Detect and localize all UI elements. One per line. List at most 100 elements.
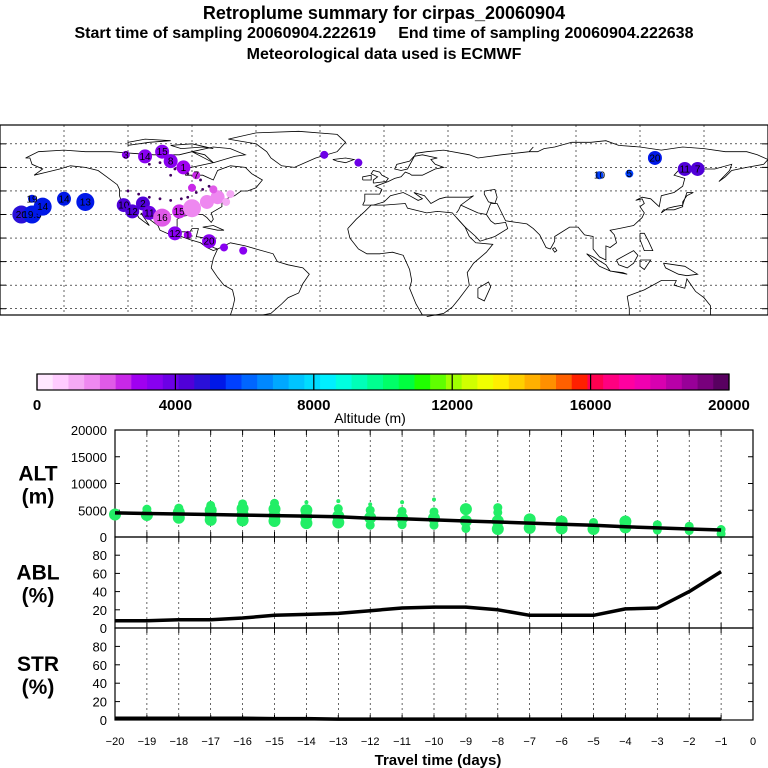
panel-label-name: ABL bbox=[16, 562, 59, 585]
meteorological-data-note: Meteorological data used is ECMWF bbox=[246, 46, 522, 63]
plume-point bbox=[176, 160, 191, 175]
altitude-scatter-point bbox=[493, 503, 503, 513]
x-tick-label: −3 bbox=[651, 736, 664, 748]
x-tick-label: −19 bbox=[138, 736, 157, 748]
coastline bbox=[347, 228, 423, 316]
panel-label-name: ALT bbox=[18, 463, 57, 486]
plume-trail-dot bbox=[199, 178, 202, 182]
colorbar-cell bbox=[257, 374, 274, 390]
plume-point bbox=[226, 190, 235, 199]
panel-alt: 0 5000 10000 15000 20000 ALT(m) bbox=[18, 423, 754, 545]
altitude-scatter-point bbox=[304, 500, 309, 505]
x-tick-label: −20 bbox=[106, 736, 125, 748]
y-tick-label: 0 bbox=[100, 530, 107, 545]
altitude-scatter-point bbox=[400, 500, 405, 505]
colorbar-cell bbox=[713, 374, 730, 390]
plume-point bbox=[183, 230, 192, 239]
y-tick-label: 40 bbox=[93, 585, 107, 600]
plume-point bbox=[625, 169, 634, 178]
coastline bbox=[170, 143, 214, 149]
y-tick-label: 10000 bbox=[71, 477, 107, 492]
y-tick-label: 20 bbox=[93, 603, 107, 618]
colorbar-tick-label: 12000 bbox=[431, 397, 473, 414]
coastline bbox=[586, 253, 612, 272]
coastline bbox=[663, 262, 699, 277]
plume-point-label: 14 bbox=[140, 152, 152, 163]
altitude-scatter-point bbox=[333, 504, 343, 514]
plume-point bbox=[163, 154, 178, 169]
coastline bbox=[477, 281, 492, 302]
plume-point bbox=[28, 194, 36, 203]
x-tick-label: −2 bbox=[683, 736, 696, 748]
x-tick-label: −11 bbox=[393, 736, 411, 748]
plume-point bbox=[690, 161, 705, 176]
altitude-scatter-point bbox=[174, 503, 184, 513]
plume-point bbox=[354, 158, 363, 167]
x-tick-label: −12 bbox=[361, 736, 380, 748]
coastline bbox=[483, 188, 498, 204]
plume-point bbox=[202, 234, 217, 249]
coastline bbox=[332, 157, 356, 164]
y-tick-label: 0 bbox=[100, 621, 107, 636]
colorbar-cell bbox=[650, 374, 667, 390]
y-tick-label: 60 bbox=[93, 658, 107, 673]
altitude-scatter-point bbox=[368, 502, 373, 507]
coastline bbox=[456, 204, 509, 242]
plume-trail-dot bbox=[201, 187, 205, 191]
plume-point-label: 20 bbox=[204, 237, 216, 248]
colorbar-cell bbox=[618, 374, 636, 390]
plume-point bbox=[153, 208, 172, 227]
colorbar-cell bbox=[461, 374, 478, 390]
y-tick-label: 20000 bbox=[71, 423, 107, 438]
coastline bbox=[486, 159, 768, 261]
colorbar-cell bbox=[697, 374, 714, 390]
plume-point bbox=[57, 191, 71, 206]
coastline bbox=[217, 242, 310, 316]
altitude-scatter-point bbox=[142, 504, 152, 514]
plume-trail-dot bbox=[147, 195, 151, 199]
plume-point bbox=[320, 150, 329, 159]
altitude-scatter-point bbox=[365, 505, 375, 515]
y-tick-label: 20 bbox=[93, 695, 107, 710]
plume-point-label: 12 bbox=[169, 229, 181, 240]
colorbar-cell bbox=[414, 374, 431, 390]
map-coastlines bbox=[25, 130, 768, 317]
colorbar-label: Altitude (m) bbox=[334, 410, 406, 426]
colorbar-cell bbox=[493, 374, 510, 390]
plume-point bbox=[183, 199, 201, 218]
plume-point-label: 14 bbox=[37, 202, 49, 213]
plume-point bbox=[76, 192, 95, 211]
coastline bbox=[362, 192, 474, 214]
colorbar-cell bbox=[210, 374, 227, 390]
series-line bbox=[115, 570, 723, 623]
x-tick-label: 0 bbox=[750, 736, 756, 748]
coastline bbox=[210, 248, 236, 316]
plume-point bbox=[192, 171, 201, 180]
plume-point bbox=[172, 204, 187, 219]
plume-point bbox=[125, 204, 140, 219]
coastline bbox=[127, 138, 171, 146]
x-tick-label: −17 bbox=[201, 736, 220, 748]
x-tick-label: −14 bbox=[297, 736, 316, 748]
plume-trail-dot bbox=[179, 197, 183, 201]
plume-trail-dot bbox=[137, 192, 141, 196]
plume-point bbox=[138, 149, 153, 164]
colorbar-cell bbox=[99, 374, 117, 390]
coastline bbox=[660, 192, 694, 214]
x-tick-label: −15 bbox=[265, 736, 284, 748]
plume-point-label: 2 bbox=[140, 199, 146, 210]
y-tick-label: 80 bbox=[93, 548, 107, 563]
colorbar-cell bbox=[445, 374, 463, 390]
coastline bbox=[190, 146, 247, 164]
plume-point-label: 1 bbox=[181, 163, 187, 174]
coastline bbox=[616, 250, 639, 269]
plume-point bbox=[155, 144, 170, 159]
plume-trail-dot bbox=[186, 195, 190, 199]
colorbar-cell bbox=[367, 374, 384, 390]
plume-point-label: 7 bbox=[695, 164, 701, 175]
plume-point-label: 19 bbox=[26, 194, 38, 205]
altitude-scatter-point bbox=[238, 499, 248, 509]
plume-point-label: 11 bbox=[680, 164, 691, 175]
altitude-scatter-point bbox=[336, 499, 341, 504]
